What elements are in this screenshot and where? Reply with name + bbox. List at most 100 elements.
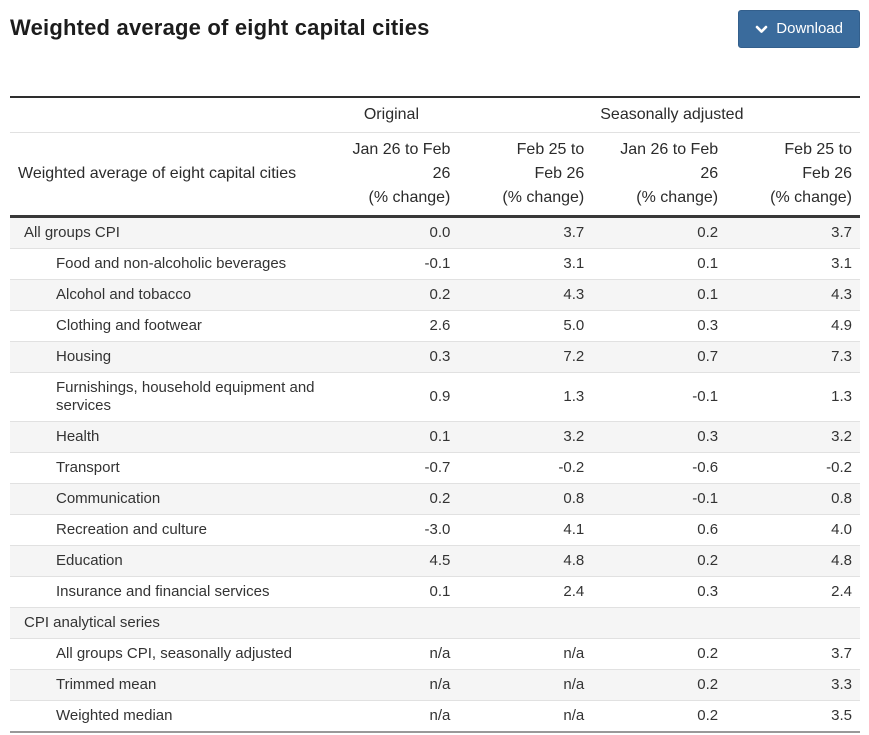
row-label: Insurance and financial services	[10, 576, 325, 608]
row-label: Education	[10, 545, 325, 577]
value-cell: 3.7	[458, 216, 593, 249]
value-cell: -0.2	[458, 452, 593, 484]
value-cell: 4.3	[726, 279, 860, 311]
value-cell: 3.7	[726, 216, 860, 249]
column-header-line: Feb 25 to	[516, 141, 585, 158]
table-row: Communication 0.2 0.8 -0.1 0.8	[10, 483, 860, 515]
value-cell: 5.0	[458, 310, 593, 342]
table-row: Education 4.5 4.8 0.2 4.8	[10, 545, 860, 577]
table-row: Recreation and culture -3.0 4.1 0.6 4.0	[10, 514, 860, 546]
row-label: Health	[10, 421, 325, 453]
table-row: Clothing and footwear 2.6 5.0 0.3 4.9	[10, 310, 860, 342]
row-label: Furnishings, household equipment and ser…	[10, 372, 325, 422]
column-header-line: Feb 26	[534, 165, 585, 182]
group-header-spacer	[726, 97, 860, 133]
column-header-line: (% change)	[636, 189, 719, 206]
value-cell: 2.4	[726, 576, 860, 608]
value-cell: 4.1	[458, 514, 593, 546]
value-cell: -0.1	[324, 248, 459, 280]
value-cell: n/a	[429, 707, 451, 724]
value-cell: 0.1	[592, 248, 727, 280]
table-row: Trimmed mean n/a n/a 0.2 3.3	[10, 669, 860, 701]
group-header-row: Original Seasonally adjusted	[10, 97, 860, 133]
value-cell: n/a	[563, 707, 585, 724]
value-cell: 7.2	[458, 341, 593, 373]
value-cell: -0.7	[324, 452, 459, 484]
value-cell: 0.2	[324, 279, 459, 311]
value-cell: 4.9	[726, 310, 860, 342]
value-cell: n/a	[324, 638, 459, 670]
value-cell	[458, 607, 593, 639]
value-cell: 4.8	[458, 545, 593, 577]
value-cell: -0.1	[592, 372, 727, 422]
value-cell: 2.4	[458, 576, 593, 608]
value-cell: 3.2	[458, 421, 593, 453]
row-header-label: Weighted average of eight capital cities	[10, 132, 325, 218]
value-cell: 0.2	[592, 638, 727, 670]
value-cell: -0.2	[726, 452, 860, 484]
value-cell: 3.3	[726, 669, 860, 701]
column-header-line: Feb 26	[802, 165, 852, 182]
page-title: Weighted average of eight capital cities	[10, 15, 430, 40]
value-cell: 1.3	[726, 372, 860, 422]
value-cell: 3.1	[458, 248, 593, 280]
group-header-spacer	[458, 97, 593, 133]
value-cell: 0.8	[458, 483, 593, 515]
row-label: Recreation and culture	[10, 514, 325, 546]
value-cell: -0.1	[592, 483, 727, 515]
value-cell: 0.9	[324, 372, 459, 422]
column-header-original-monthly: Jan 26 to Feb 26 (% change)	[324, 132, 459, 218]
value-cell: 4.0	[726, 514, 860, 546]
table-row: Food and non-alcoholic beverages -0.1 3.…	[10, 248, 860, 280]
row-label: All groups CPI, seasonally adjusted	[10, 638, 325, 670]
value-cell: 0.1	[324, 576, 459, 608]
table-row: Housing 0.3 7.2 0.7 7.3	[10, 341, 860, 373]
value-cell: 4.3	[458, 279, 593, 311]
table-row: Transport -0.7 -0.2 -0.6 -0.2	[10, 452, 860, 484]
column-header-line: 26	[700, 165, 719, 182]
value-cell: -0.6	[592, 452, 727, 484]
row-label: Housing	[10, 341, 325, 373]
value-cell: 0.7	[592, 341, 727, 373]
table-row: Furnishings, household equipment and ser…	[10, 372, 860, 422]
value-cell: 0.3	[324, 341, 459, 373]
value-cell: 4.5	[324, 545, 459, 577]
column-header-seasadj-monthly: Jan 26 to Feb 26 (% change)	[592, 132, 727, 218]
column-header-line: Feb 25 to	[784, 141, 852, 158]
value-cell: 3.5	[831, 707, 852, 724]
value-cell: n/a	[458, 669, 593, 701]
value-cell: 4.8	[726, 545, 860, 577]
value-cell: 0.1	[324, 421, 459, 453]
column-header-line: Jan 26 to Feb	[352, 141, 451, 158]
table-row: Weighted median n/a n/a 0.2 3.5	[10, 701, 860, 733]
table-row: Health 0.1 3.2 0.3 3.2	[10, 421, 860, 453]
value-cell	[324, 607, 459, 639]
section-header-row: CPI analytical series	[10, 607, 860, 639]
column-header-line: (% change)	[368, 189, 451, 206]
value-cell: 7.3	[726, 341, 860, 373]
value-cell: 0.3	[592, 576, 727, 608]
value-cell: n/a	[324, 669, 459, 701]
header-bar: Weighted average of eight capital cities…	[10, 10, 860, 48]
column-header-line: Jan 26 to Feb	[620, 141, 719, 158]
download-button[interactable]: Download	[738, 10, 860, 48]
group-header-original: Original	[324, 97, 459, 133]
value-cell: 2.6	[324, 310, 459, 342]
row-label: Clothing and footwear	[10, 310, 325, 342]
value-cell: 0.2	[592, 669, 727, 701]
row-label: Communication	[10, 483, 325, 515]
value-cell: 0.2	[592, 545, 727, 577]
column-header-line: (% change)	[502, 189, 585, 206]
value-cell: n/a	[458, 638, 593, 670]
value-cell: 3.2	[726, 421, 860, 453]
section-label: CPI analytical series	[10, 607, 325, 639]
value-cell: 0.2	[324, 483, 459, 515]
column-header-line: 26	[432, 165, 451, 182]
table-head: Original Seasonally adjusted Weighted av…	[10, 97, 860, 218]
value-cell: 0.0	[324, 216, 459, 249]
row-label: Weighted median	[56, 707, 173, 724]
row-label: Food and non-alcoholic beverages	[10, 248, 325, 280]
column-header-row: Weighted average of eight capital cities…	[10, 132, 860, 218]
table-row: Alcohol and tobacco 0.2 4.3 0.1 4.3	[10, 279, 860, 311]
